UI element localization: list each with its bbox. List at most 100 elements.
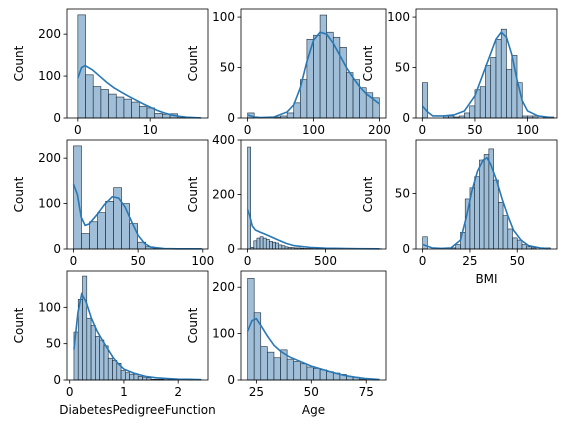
histogram-bar — [107, 357, 113, 381]
histogram-bar — [108, 93, 117, 119]
histogram-bar — [125, 372, 130, 381]
y-tick-label: 50 — [220, 61, 235, 75]
axes-frame — [415, 139, 558, 250]
histogram-bar — [259, 236, 264, 250]
x-axis-label: Age — [302, 403, 325, 417]
histogram-bar — [516, 239, 523, 250]
y-tick-label: 0 — [227, 111, 235, 125]
subplot-7: 0 1 2 0 50 100 Count DiabetesPedigreeFunction — [12, 270, 216, 417]
histogram-bar — [272, 241, 276, 250]
histogram-bar — [479, 86, 486, 119]
y-axis-label: Count — [12, 176, 26, 212]
x-tick-label: 75 — [359, 385, 374, 399]
histogram-bar — [293, 102, 301, 119]
x-tick-label: 50 — [304, 385, 319, 399]
histogram-bar — [256, 237, 261, 250]
histogram-bar — [275, 242, 280, 250]
x-tick-label: 0 — [66, 385, 74, 399]
histogram-bar — [154, 113, 163, 119]
histogram-bar — [493, 179, 499, 250]
y-axis-label: Count — [12, 307, 26, 343]
y-tick-label: 200 — [212, 188, 235, 202]
x-tick-label: 50 — [131, 254, 146, 268]
histogram-bar — [286, 358, 295, 381]
histogram-bar — [512, 237, 518, 250]
histogram-bar — [89, 221, 98, 250]
histogram-bar — [269, 241, 273, 250]
histogram-bar — [500, 28, 507, 119]
histogram-bar — [485, 65, 492, 119]
x-tick-label: 50 — [467, 123, 482, 137]
x-tick-label: 25 — [462, 254, 477, 268]
histogram-bar — [281, 245, 286, 250]
y-axis-label: Count — [12, 45, 26, 81]
y-axis-label: Count — [186, 307, 200, 343]
histogram-bar — [137, 376, 143, 381]
axes-frame — [415, 8, 558, 119]
histogram-bar — [115, 96, 125, 119]
histogram-bar — [139, 105, 148, 119]
subplot-3: 0 50 100 0 50 100 Count — [361, 8, 558, 137]
x-tick-label: 25 — [249, 385, 264, 399]
x-axis-label: DiabetesPedigreeFunction — [59, 403, 216, 417]
histogram-bar — [131, 101, 140, 119]
y-tick-label: 100 — [38, 300, 61, 314]
histogram-bar — [483, 154, 490, 250]
y-tick-label: 50 — [46, 337, 61, 351]
x-tick-label: 0 — [244, 254, 252, 268]
histogram-bar — [267, 351, 275, 381]
histogram-bar — [142, 376, 148, 381]
y-tick-label: 100 — [38, 197, 61, 211]
y-tick-label: 100 — [212, 10, 235, 24]
subplot-2: 0 100 200 0 50 100 Count — [186, 8, 391, 137]
histogram-bar — [498, 201, 504, 250]
histogram-bar — [103, 345, 109, 381]
x-tick-label: 0 — [419, 254, 427, 268]
kde-line — [73, 292, 201, 381]
x-tick-label: 0 — [70, 254, 78, 268]
histogram-bar — [319, 369, 327, 381]
histogram-bar — [313, 34, 321, 119]
y-tick-label: 0 — [53, 373, 61, 387]
histogram-bar — [123, 98, 132, 119]
histogram-bar — [99, 339, 105, 381]
y-tick-label: 200 — [38, 151, 61, 165]
subplot-5: 0 500 0 200 400 Count — [186, 133, 387, 268]
y-tick-label: 0 — [53, 111, 61, 125]
x-tick-label: 0 — [418, 123, 426, 137]
y-tick-label: 50 — [395, 61, 410, 75]
axes-frame — [66, 8, 209, 119]
kde-line — [421, 31, 551, 119]
histogram-bar — [464, 112, 470, 119]
histogram-bar — [247, 146, 251, 250]
axes-frame — [240, 270, 387, 381]
y-tick-label: 0 — [227, 242, 235, 256]
histogram-bar — [422, 236, 428, 250]
kde-line — [422, 156, 550, 250]
x-tick-label: 200 — [368, 123, 391, 137]
axes-frame — [66, 139, 209, 250]
histogram-bar — [300, 363, 308, 381]
histogram-bar — [260, 346, 268, 381]
histogram-bar — [81, 233, 90, 250]
x-tick-label: 0 — [74, 123, 82, 137]
axes-frame — [66, 270, 209, 381]
histogram-bar — [121, 203, 130, 250]
y-axis-label: Count — [186, 176, 200, 212]
histogram-bar — [455, 244, 461, 250]
histogram-bar — [490, 57, 497, 119]
histogram-bar — [502, 215, 509, 250]
y-tick-label: 100 — [212, 327, 235, 341]
histogram-bar — [306, 366, 314, 381]
histogram-bar — [82, 275, 88, 381]
y-axis-label: Count — [361, 176, 375, 212]
y-tick-label: 200 — [212, 280, 235, 294]
y-tick-label: 0 — [402, 242, 410, 256]
x-axis-label: BMI — [475, 272, 497, 286]
histogram-bar — [479, 159, 485, 250]
kde-line — [77, 64, 201, 119]
histogram-bar — [469, 105, 476, 119]
y-tick-label: 100 — [38, 69, 61, 83]
histogram-bar — [346, 72, 354, 119]
